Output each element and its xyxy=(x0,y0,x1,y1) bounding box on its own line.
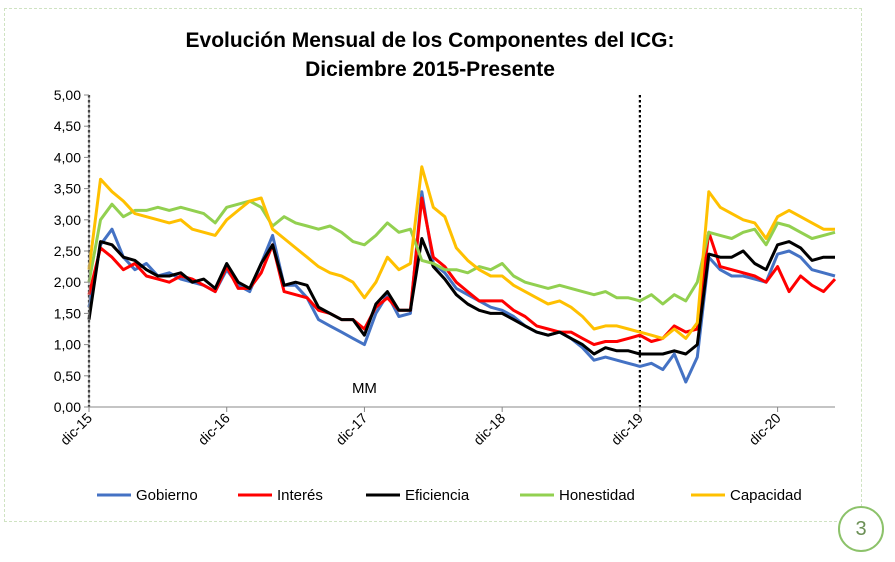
grid-layer xyxy=(87,95,641,407)
x-tick-label: dic-15 xyxy=(57,410,95,448)
x-tick-label: dic-17 xyxy=(332,410,370,448)
y-tick-label: 3,50 xyxy=(54,181,81,197)
x-tick-label: dic-20 xyxy=(745,410,783,448)
y-tick-label: 0,50 xyxy=(54,368,81,384)
y-tick-label: 2,50 xyxy=(54,243,81,259)
y-tick-label: 4,00 xyxy=(54,149,81,165)
y-tick-label: 1,00 xyxy=(54,337,81,353)
region-label: MM xyxy=(352,380,377,397)
y-tick-label: 0,00 xyxy=(54,399,81,415)
slide-frame xyxy=(4,8,862,522)
series-line-capacidad xyxy=(87,165,835,340)
series-line-eficiencia xyxy=(87,237,835,356)
chart-title-line-2: Diciembre 2015-Presente xyxy=(305,58,555,81)
y-tick-label: 1,50 xyxy=(54,305,81,321)
legend-label: Gobierno xyxy=(136,487,198,504)
y-tick-label: 4,50 xyxy=(54,118,81,134)
x-tick-label: dic-18 xyxy=(470,410,508,448)
series-layer xyxy=(87,165,837,384)
legend: Gobierno Interés Eficiencia Honestidad Capac… xyxy=(97,487,802,504)
y-tick-label: 2,00 xyxy=(54,274,81,290)
chart-title-line-1: Evolución Mensual de los Componentes del… xyxy=(186,29,675,52)
legend-label: Capacidad xyxy=(730,487,802,504)
legend-label: Eficiencia xyxy=(405,487,470,504)
page-number-badge: 3 xyxy=(838,506,884,552)
x-tick-label: dic-16 xyxy=(195,410,233,448)
y-tick-label: 3,00 xyxy=(54,212,81,228)
y-tick-label: 5,00 xyxy=(54,87,81,103)
x-tick-label: dic-19 xyxy=(608,410,646,448)
series-line-inters xyxy=(87,196,837,347)
legend-label: Honestidad xyxy=(559,487,635,504)
legend-label: Interés xyxy=(277,487,323,504)
series-line-honestidad xyxy=(87,199,836,306)
